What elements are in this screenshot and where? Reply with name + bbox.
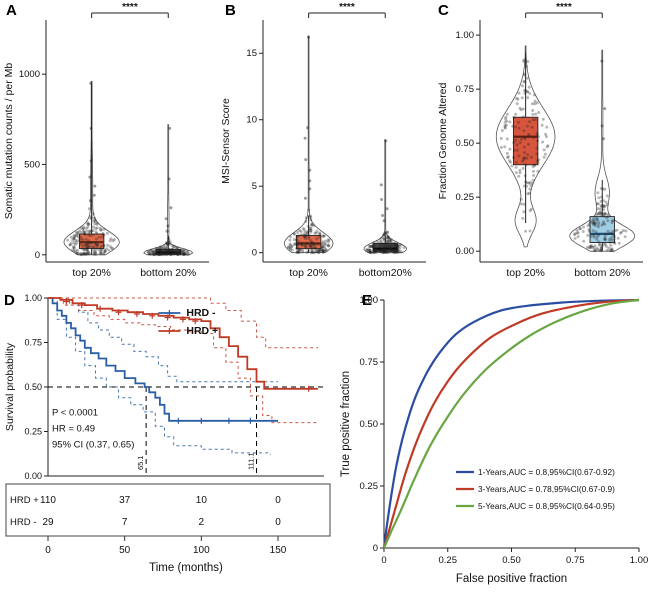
panel-e: E 0 0.25 0.50 0.75 1.00 0 0.25 0.50 0.75 1.00 1-Ye… [336, 292, 651, 592]
svg-text:HRD -: HRD - [186, 307, 216, 319]
svg-text:0.75: 0.75 [360, 357, 379, 368]
svg-text:0.50: 0.50 [24, 382, 42, 392]
svg-text:150: 150 [270, 545, 287, 556]
panel-b-label: B [225, 2, 236, 19]
svg-text:P < 0.0001: P < 0.0001 [52, 407, 98, 418]
svg-text:95% CI (0.37, 0.65): 95% CI (0.37, 0.65) [52, 439, 134, 450]
svg-text:0: 0 [381, 555, 386, 566]
svg-text:0.00: 0.00 [24, 471, 42, 481]
svg-text:0.25: 0.25 [360, 481, 379, 492]
svg-text:1000: 1000 [19, 69, 40, 80]
svg-text:0.50: 0.50 [360, 419, 379, 430]
svg-text:15: 15 [246, 48, 257, 59]
panel-b: B 0 5 10 15 MSI-Sensor Score top 20% bottom20%… [217, 0, 434, 292]
svg-text:False positive fraction: False positive fraction [456, 573, 567, 585]
svg-text:HR = 0.49: HR = 0.49 [52, 423, 95, 434]
panel-d: D 0.00 0.25 0.50 0.75 1.00 Survival probabili… [2, 292, 336, 592]
svg-text:0: 0 [275, 517, 281, 528]
svg-text:bottom 20%: bottom 20% [140, 267, 196, 279]
svg-text:1-Years,AUC = 0.8,95%CI(0.67-0: 1-Years,AUC = 0.8,95%CI(0.67-0.92) [478, 467, 615, 477]
panel-a-label: A [6, 2, 17, 19]
panel-c-label: C [438, 2, 449, 19]
svg-text:0.25: 0.25 [24, 427, 42, 437]
svg-text:500: 500 [24, 159, 40, 170]
panel-d-label: D [4, 292, 15, 309]
svg-text:3-Years,AUC = 0.78,95%CI(0.67-: 3-Years,AUC = 0.78,95%CI(0.67-0.9) [478, 484, 615, 494]
svg-text:1.00: 1.00 [360, 295, 379, 306]
svg-text:True positive fraction: True positive fraction [340, 371, 352, 477]
svg-text:****: **** [556, 2, 572, 13]
svg-text:10: 10 [246, 115, 257, 126]
svg-text:Fraction Genome Altered: Fraction Genome Altered [437, 82, 449, 199]
svg-text:top 20%: top 20% [72, 267, 111, 279]
panel-b-chart: 0 5 10 15 MSI-Sensor Score top 20% bottom20% **… [220, 2, 426, 279]
svg-text:5-Years,AUC = 0.8,95%CI(0.64-0: 5-Years,AUC = 0.8,95%CI(0.64-0.95) [478, 501, 615, 511]
svg-text:1.00: 1.00 [630, 555, 649, 566]
svg-text:7: 7 [122, 517, 128, 528]
svg-text:0.25: 0.25 [439, 555, 458, 566]
svg-text:0.75: 0.75 [566, 555, 585, 566]
panel-a: A 0 500 1000 Somatic mutation counts / per … [0, 0, 217, 292]
svg-text:0: 0 [35, 250, 40, 261]
svg-text:50: 50 [119, 545, 131, 556]
svg-text:0.00: 0.00 [456, 246, 475, 257]
panel-a-chart: 0 500 1000 Somatic mutation counts / per Mb… [3, 2, 209, 279]
svg-text:100: 100 [193, 545, 210, 556]
svg-text:0: 0 [252, 248, 257, 259]
panel-e-chart: 0 0.25 0.50 0.75 1.00 0 0.25 0.50 0.75 1.00 1-Year… [340, 295, 649, 585]
svg-text:0.50: 0.50 [502, 555, 521, 566]
panel-c-chart: 0.00 0.25 0.50 0.75 1.00 Fraction Genome Alte… [437, 2, 643, 279]
svg-text:29: 29 [42, 517, 54, 528]
svg-text:0.75: 0.75 [24, 338, 42, 348]
svg-text:HRD -: HRD - [10, 517, 36, 528]
svg-text:10: 10 [196, 495, 208, 506]
svg-text:1.00: 1.00 [456, 30, 475, 41]
panel-d-chart: 0.00 0.25 0.50 0.75 1.00 Survival probability… [4, 293, 331, 574]
svg-text:2: 2 [199, 517, 205, 528]
svg-text:HRD +: HRD + [186, 325, 218, 337]
svg-text:HRD +: HRD + [10, 495, 39, 506]
svg-text:0: 0 [275, 495, 281, 506]
svg-text:0: 0 [373, 543, 378, 554]
svg-text:MSI-Sensor Score: MSI-Sensor Score [220, 98, 232, 184]
svg-text:bottom20%: bottom20% [359, 267, 412, 279]
svg-text:110: 110 [40, 495, 56, 506]
svg-text:bottom 20%: bottom 20% [574, 267, 630, 279]
svg-text:Time (months): Time (months) [149, 562, 223, 574]
svg-text:****: **** [122, 2, 138, 13]
svg-text:65.1: 65.1 [136, 455, 145, 470]
svg-text:0.50: 0.50 [456, 138, 475, 149]
svg-text:0: 0 [45, 545, 51, 556]
svg-text:****: **** [339, 2, 355, 13]
svg-text:0.25: 0.25 [456, 192, 475, 203]
svg-text:top 20%: top 20% [506, 267, 545, 279]
panel-e-label: E [362, 292, 373, 309]
svg-text:Somatic mutation counts / per: Somatic mutation counts / per Mb [3, 63, 15, 220]
panel-c: C 0.00 0.25 0.50 0.75 1.00 Fraction Genome Al… [434, 0, 651, 292]
svg-text:37: 37 [119, 495, 131, 506]
svg-text:top 20%: top 20% [289, 267, 328, 279]
svg-text:1.00: 1.00 [24, 293, 42, 303]
svg-text:111.1: 111.1 [247, 452, 256, 470]
svg-text:Survival probability: Survival probability [4, 342, 16, 431]
svg-text:0.75: 0.75 [456, 84, 475, 95]
svg-text:5: 5 [252, 181, 257, 192]
